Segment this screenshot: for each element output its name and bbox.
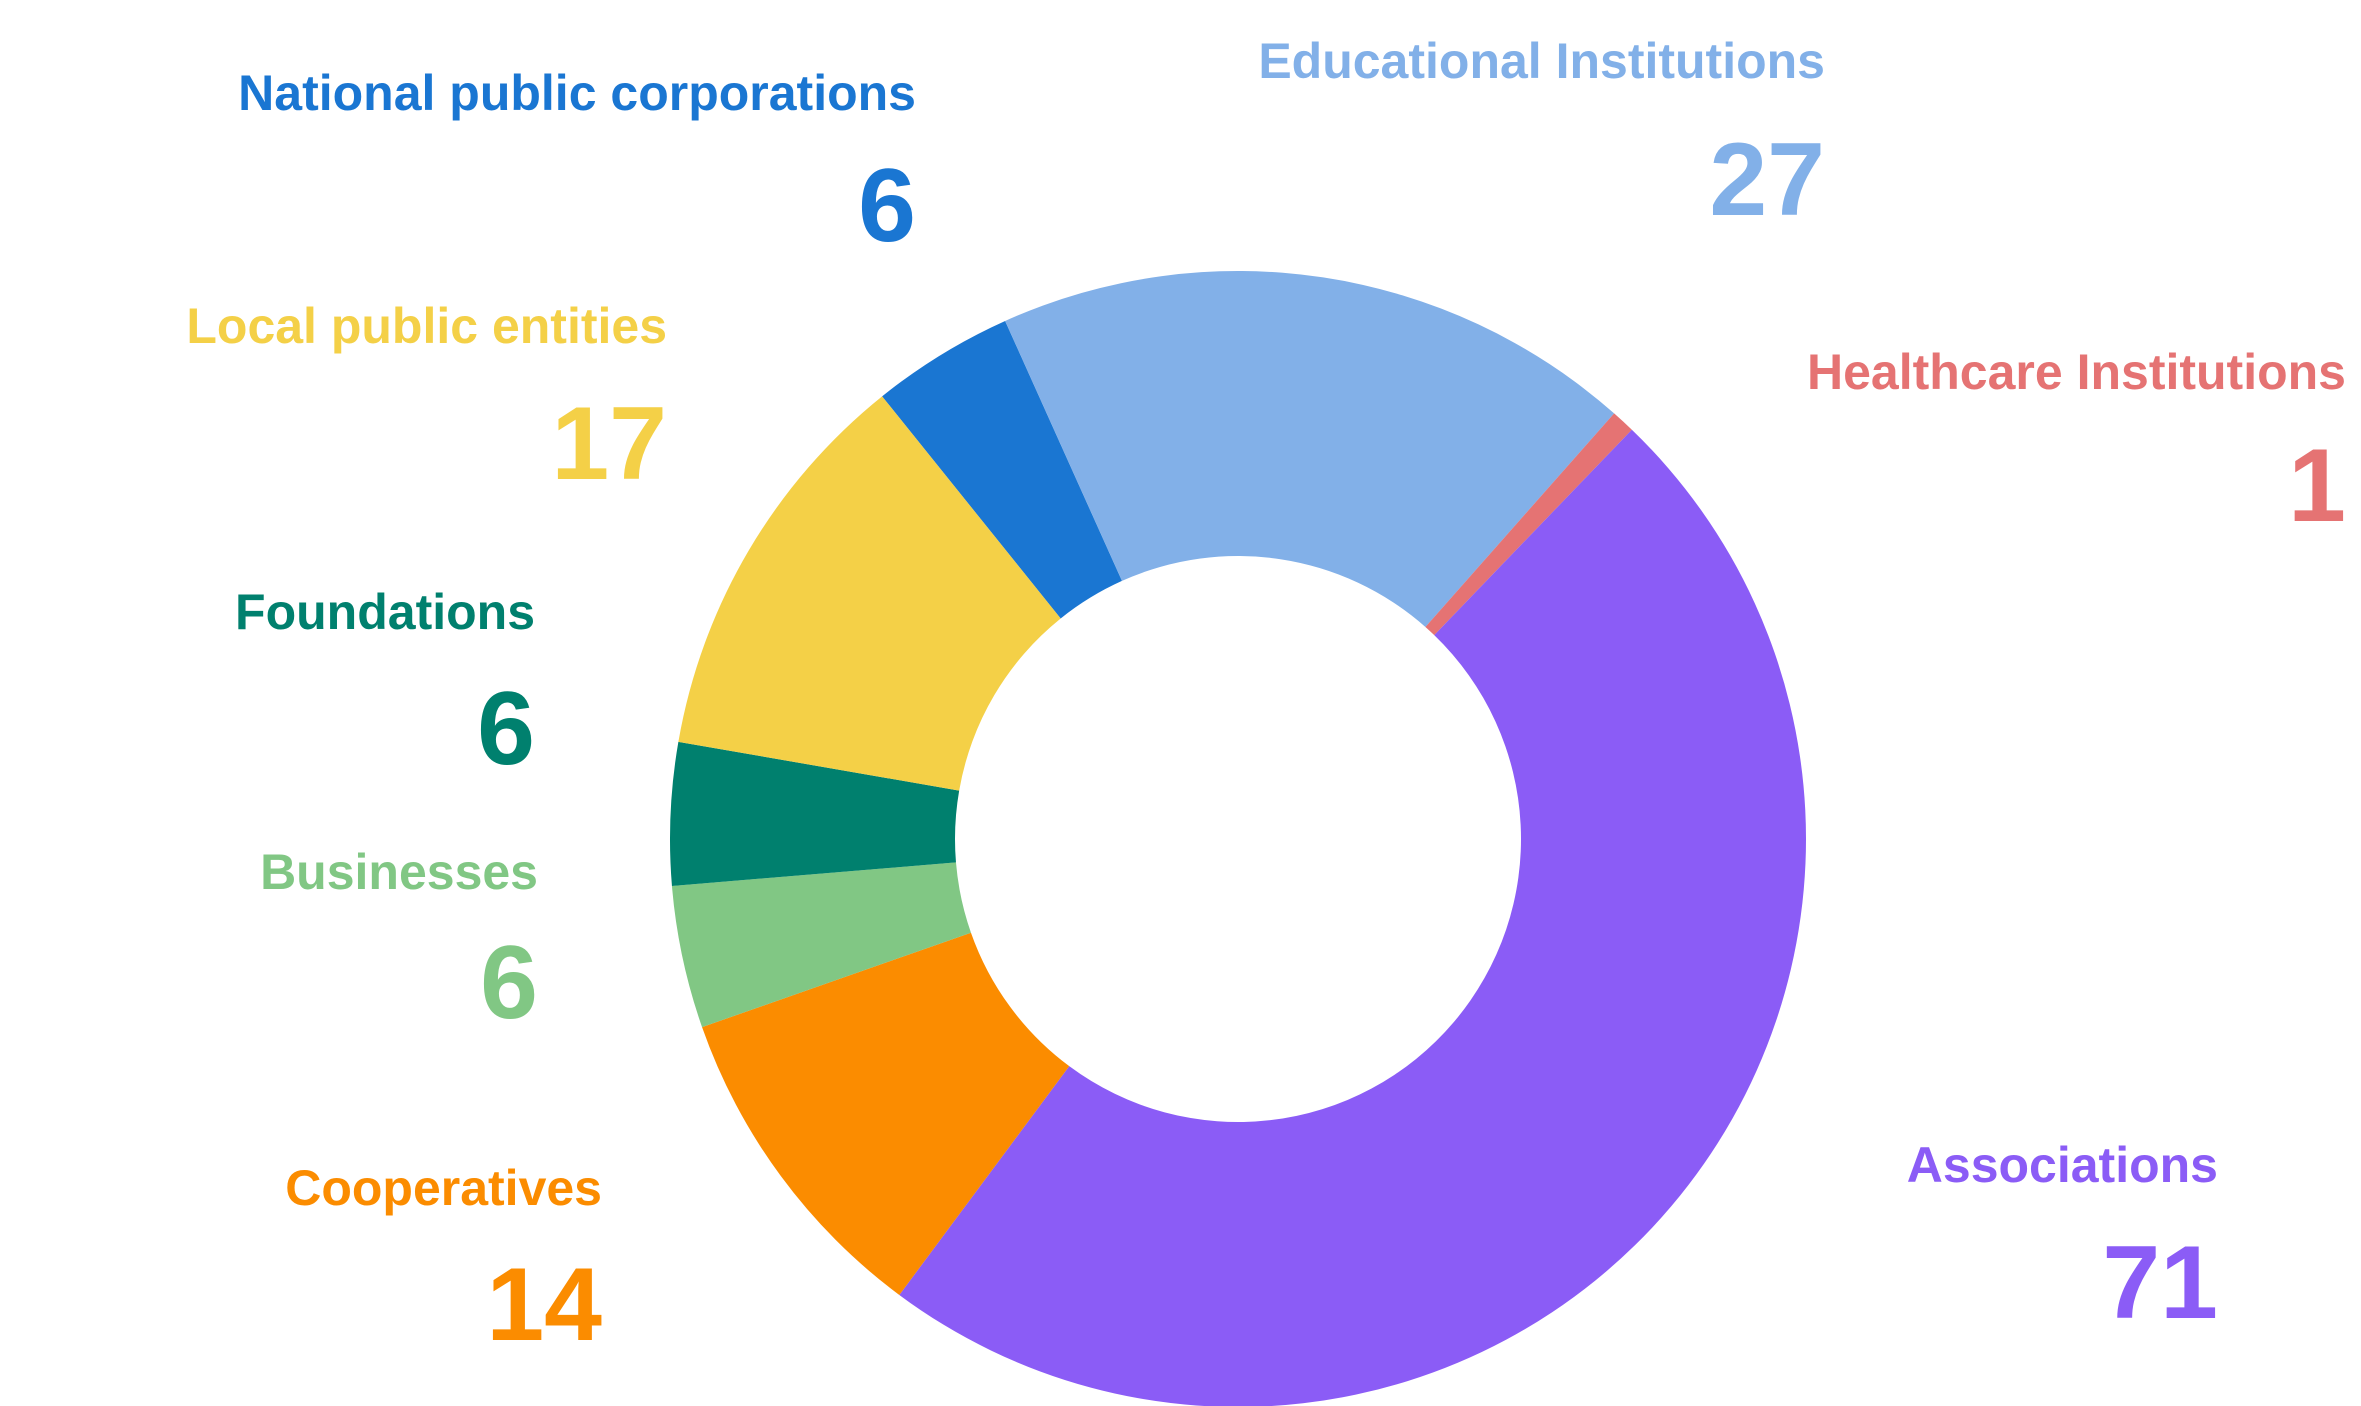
slice-label: Educational Institutions bbox=[1258, 33, 1825, 89]
donut-slice bbox=[882, 320, 1122, 619]
value-label: 6 bbox=[480, 925, 538, 1041]
value-label: 1 bbox=[2288, 428, 2346, 544]
value-label: 6 bbox=[477, 671, 535, 787]
value-label: 6 bbox=[858, 148, 916, 264]
slice-label: Cooperatives bbox=[285, 1160, 602, 1216]
donut-slice bbox=[671, 862, 971, 1028]
slice-label: Businesses bbox=[260, 844, 538, 900]
slice-label: Local public entities bbox=[186, 298, 667, 354]
donut-slice bbox=[1005, 271, 1615, 627]
value-label: 14 bbox=[486, 1247, 602, 1363]
slice-label: National public corporations bbox=[238, 65, 916, 121]
donut-slice bbox=[1425, 413, 1632, 636]
value-label: 71 bbox=[2102, 1225, 2218, 1341]
donut-slice bbox=[670, 741, 960, 886]
slice-label: Associations bbox=[1907, 1137, 2218, 1193]
donut-slice bbox=[678, 396, 1061, 791]
slice-label: Foundations bbox=[235, 584, 535, 640]
value-label: 17 bbox=[551, 386, 667, 502]
value-label: 27 bbox=[1709, 122, 1825, 238]
donut-slice bbox=[702, 932, 1070, 1295]
slice-label: Healthcare Institutions bbox=[1807, 344, 2346, 400]
donut-slice bbox=[899, 429, 1806, 1406]
